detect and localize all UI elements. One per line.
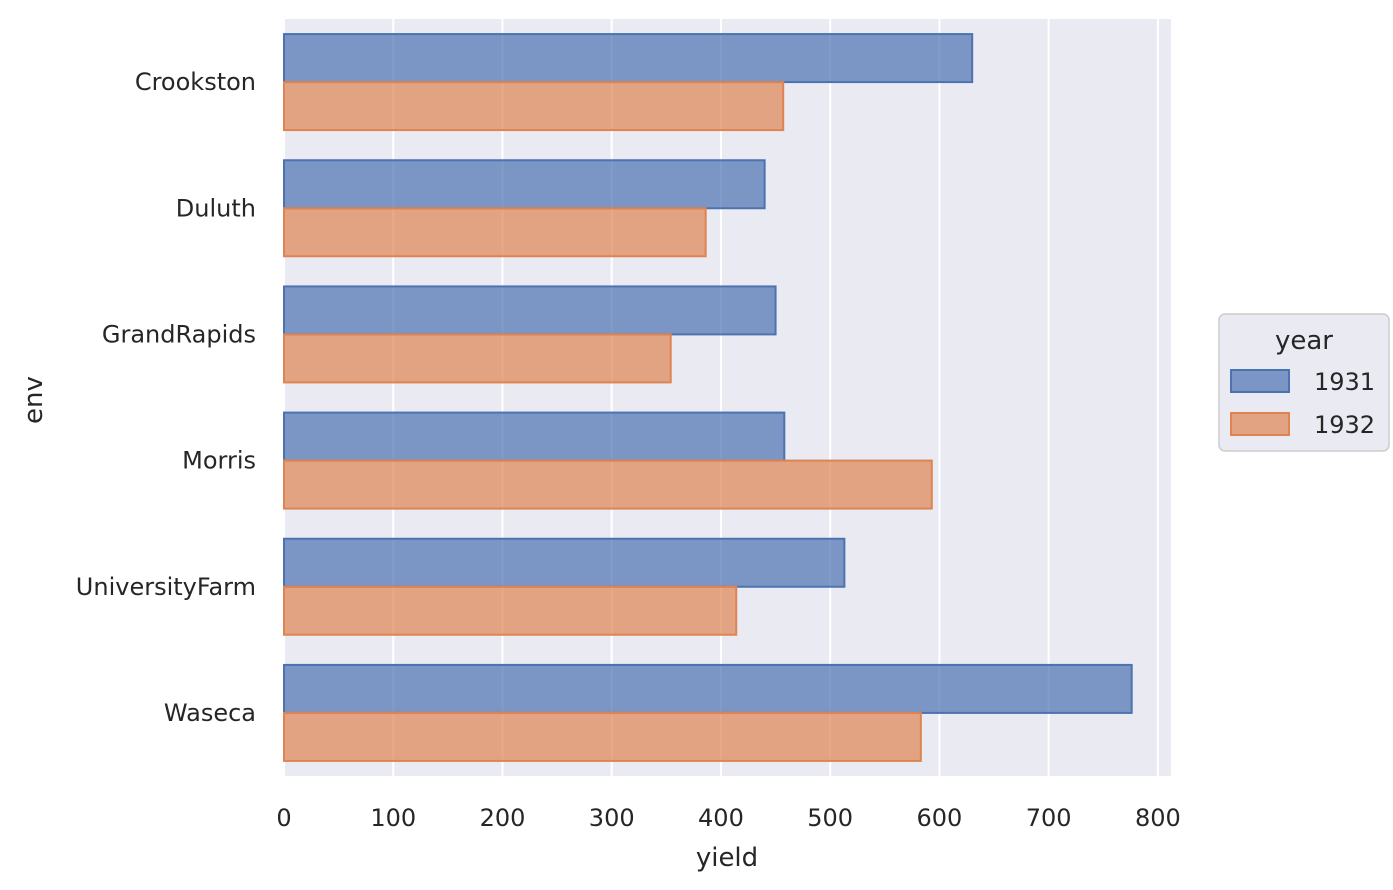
x-tick-label: 800 (1135, 804, 1181, 832)
bar-GrandRapids-1932 (283, 333, 672, 384)
bar-Duluth-1932 (283, 207, 707, 258)
x-tick-label: 600 (917, 804, 963, 832)
y-tick-label: Duluth (176, 194, 256, 222)
bar-Crookston-1931 (283, 33, 974, 84)
x-tick-label: 0 (276, 804, 291, 832)
y-axis-title: env (19, 376, 49, 424)
x-tick-label: 500 (807, 804, 853, 832)
bar-Waseca-1932 (283, 711, 922, 762)
x-tick-label: 400 (698, 804, 744, 832)
bar-Duluth-1931 (283, 159, 766, 210)
bars (283, 33, 1133, 762)
y-tick-labels: Crookston Duluth GrandRapids Morris Universi… (76, 68, 256, 727)
y-tick-label: Waseca (164, 699, 256, 727)
plot-background (284, 19, 1171, 776)
bar-Morris-1931 (283, 411, 786, 462)
legend: year 1931 1932 (1218, 313, 1390, 452)
grid-lines (283, 19, 1159, 776)
legend-title: year (1275, 326, 1333, 356)
x-axis-title: yield (696, 843, 758, 873)
x-tick-labels: 0 100 200 300 400 500 600 700 800 (276, 804, 1180, 832)
legend-swatch-1932 (1230, 412, 1290, 436)
x-tick-label: 300 (589, 804, 635, 832)
x-tick-label: 100 (370, 804, 416, 832)
bar-Waseca-1931 (283, 663, 1133, 714)
bar-GrandRapids-1931 (283, 285, 777, 336)
x-tick-label: 700 (1026, 804, 1072, 832)
legend-swatch-1931 (1230, 369, 1290, 393)
y-tick-label: Morris (182, 447, 256, 475)
bar-UniversityFarm-1932 (283, 585, 738, 636)
bar-UniversityFarm-1931 (283, 537, 846, 588)
y-tick-label: GrandRapids (102, 320, 256, 348)
y-tick-label: Crookston (135, 68, 256, 96)
bar-Morris-1932 (283, 459, 933, 510)
legend-items: 1931 1932 (1230, 368, 1375, 439)
y-tick-label: UniversityFarm (76, 573, 256, 601)
x-tick-label: 200 (480, 804, 526, 832)
legend-label-1931: 1931 (1314, 368, 1375, 396)
bar-Crookston-1932 (283, 81, 785, 132)
legend-label-1932: 1932 (1314, 411, 1375, 439)
